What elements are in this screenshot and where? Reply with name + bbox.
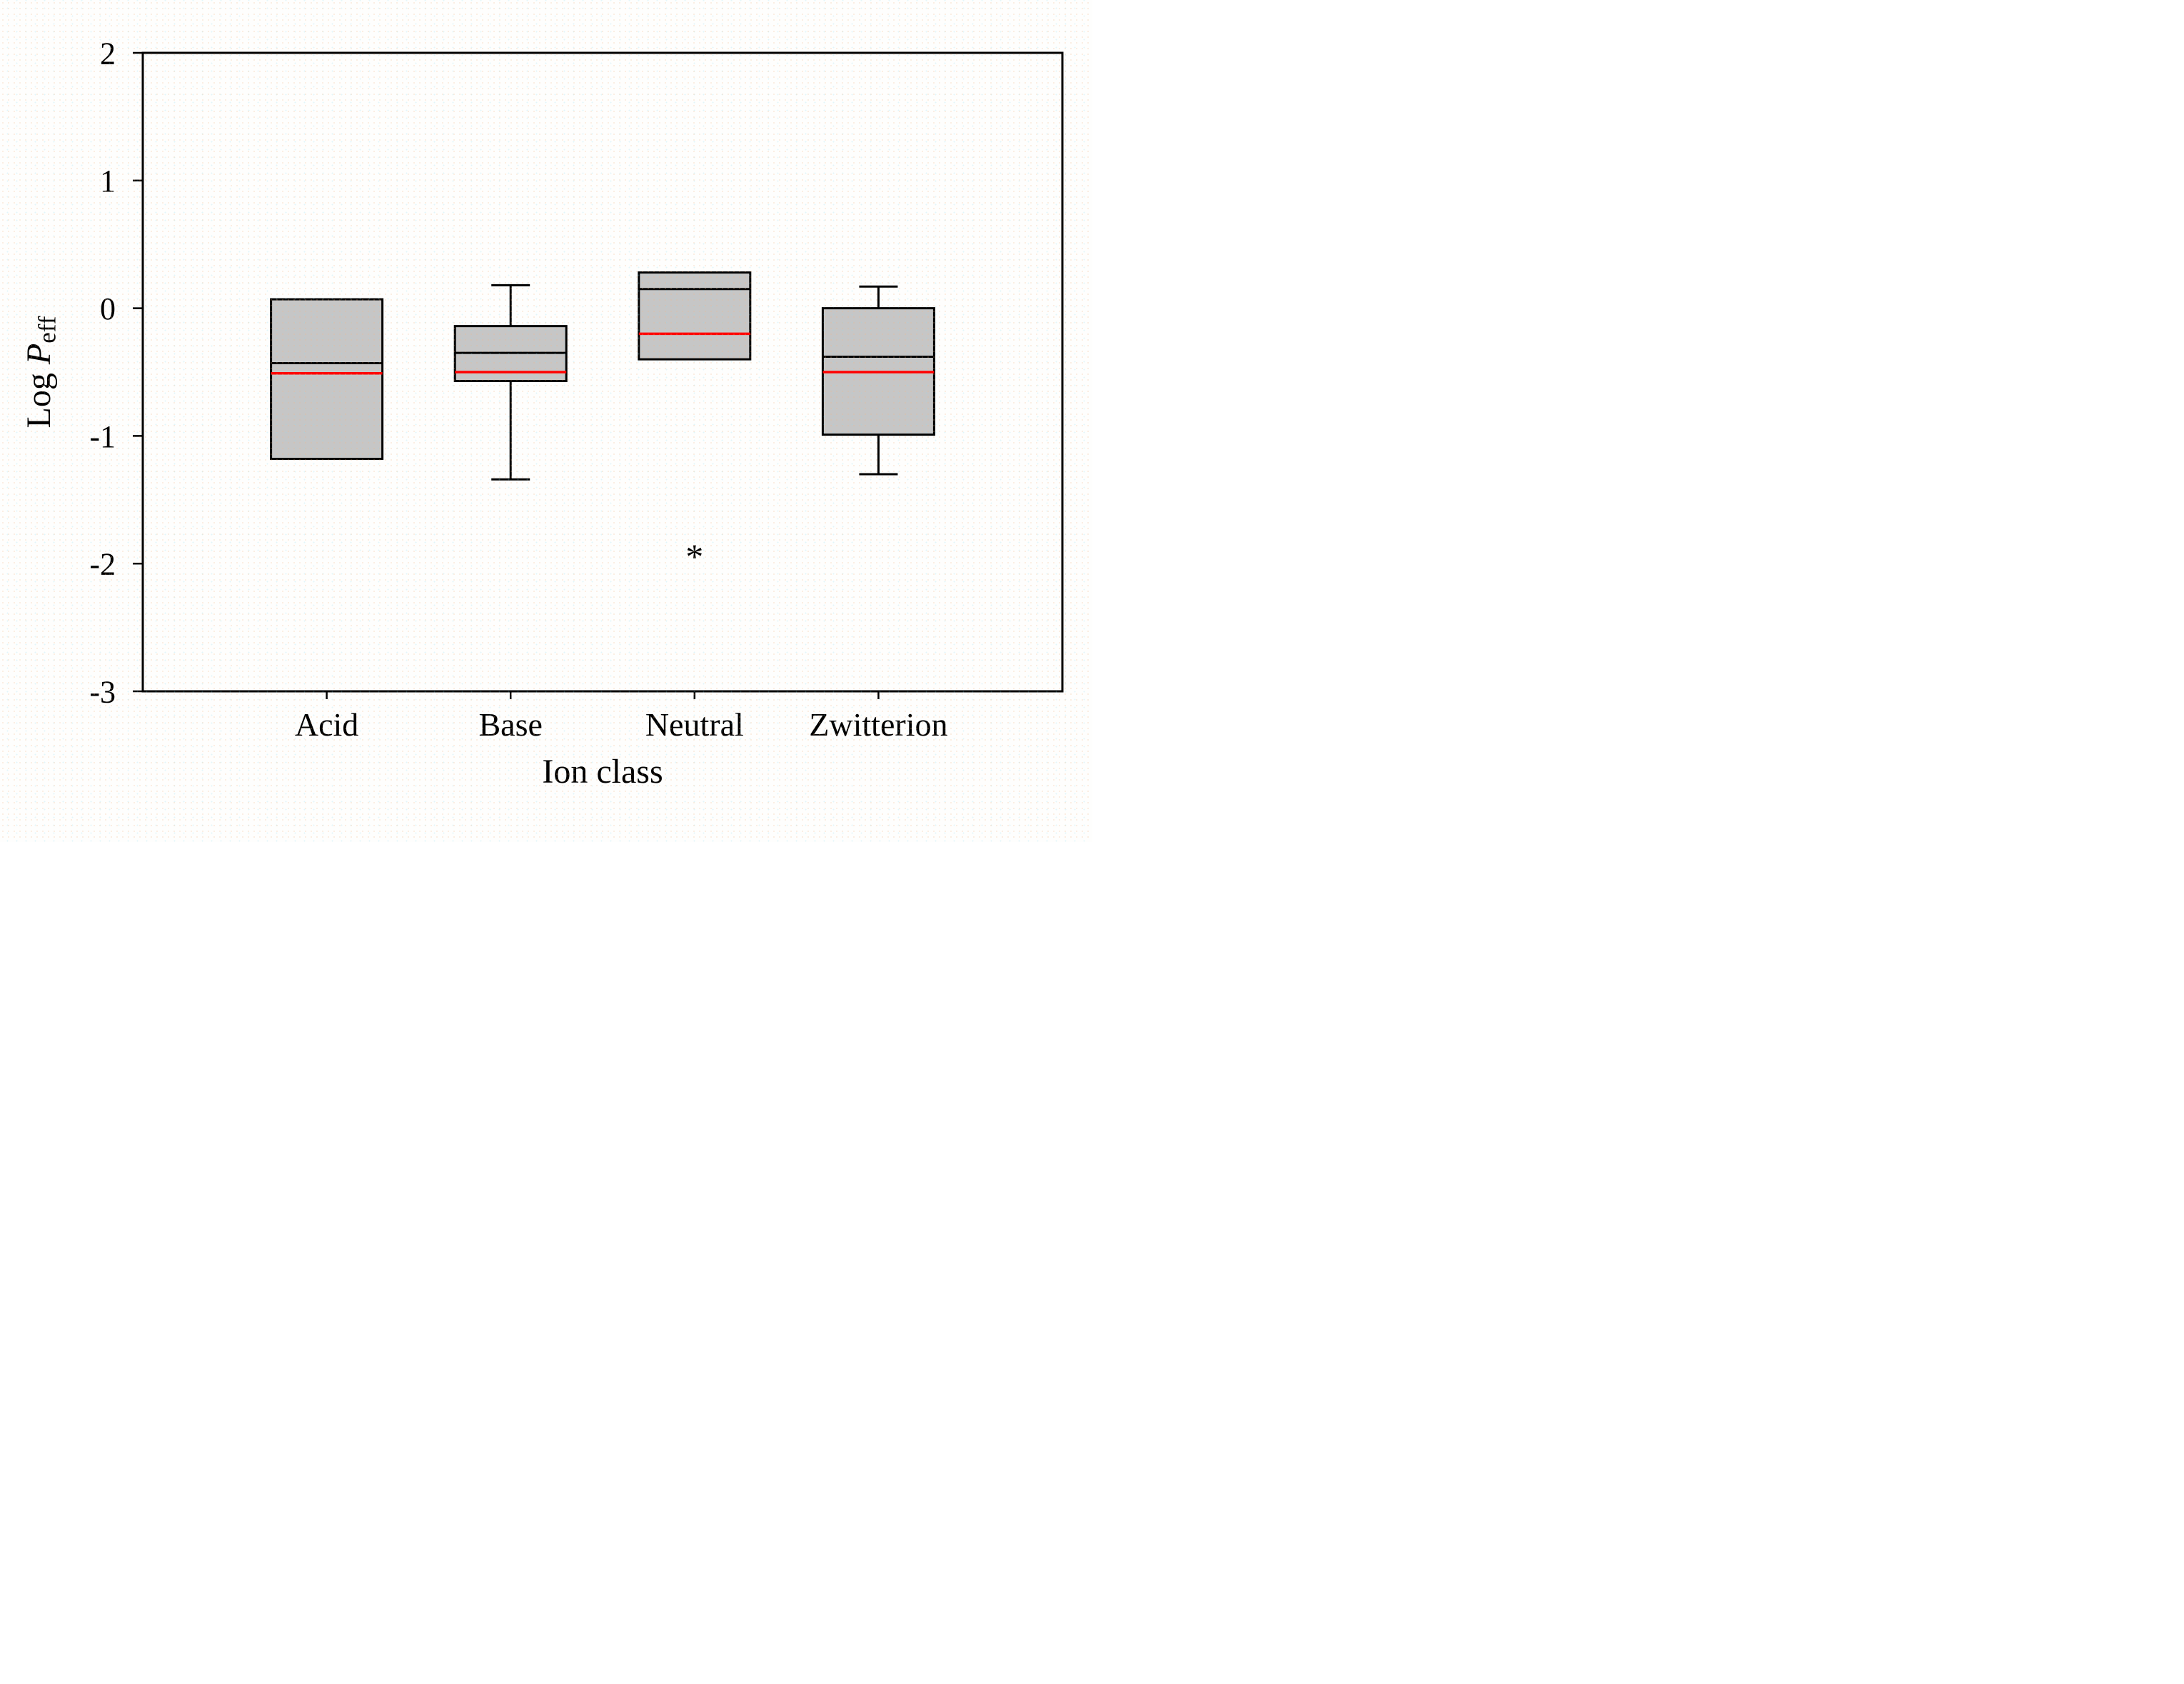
x-axis-title: Ion class bbox=[542, 753, 663, 791]
y-axis-title: Log Peff bbox=[20, 316, 61, 428]
y-tick-label: 0 bbox=[100, 291, 116, 326]
x-category-label-neutral: Neutral bbox=[645, 706, 744, 743]
iqr-box bbox=[270, 298, 384, 461]
box-group-base bbox=[453, 284, 568, 481]
box-group-zwitterion bbox=[821, 285, 935, 476]
box-group-acid bbox=[270, 298, 384, 461]
boxplot-chart: 2 1 0 -1 -2 -3 Acid Base * Neutral Zwitterion Ion c… bbox=[20, 36, 1064, 791]
y-tick-label: -1 bbox=[89, 419, 116, 454]
plot-frame bbox=[141, 51, 1064, 693]
y-tick-label: 2 bbox=[100, 36, 116, 71]
iqr-box bbox=[638, 271, 752, 361]
x-category-label-zwitterion: Zwitterion bbox=[809, 706, 947, 743]
box-group-neutral: * bbox=[638, 271, 752, 576]
figure-canvas: 2 1 0 -1 -2 -3 Acid Base * Neutral Zwitterion Ion c… bbox=[0, 0, 1092, 842]
y-tick-label: -3 bbox=[89, 674, 116, 709]
y-tick-label: 1 bbox=[100, 164, 116, 199]
x-category-label-base: Base bbox=[478, 706, 542, 743]
x-category-label-acid: Acid bbox=[295, 706, 358, 743]
y-tick-label: -2 bbox=[89, 547, 116, 582]
outlier-asterisk: * bbox=[685, 536, 703, 576]
